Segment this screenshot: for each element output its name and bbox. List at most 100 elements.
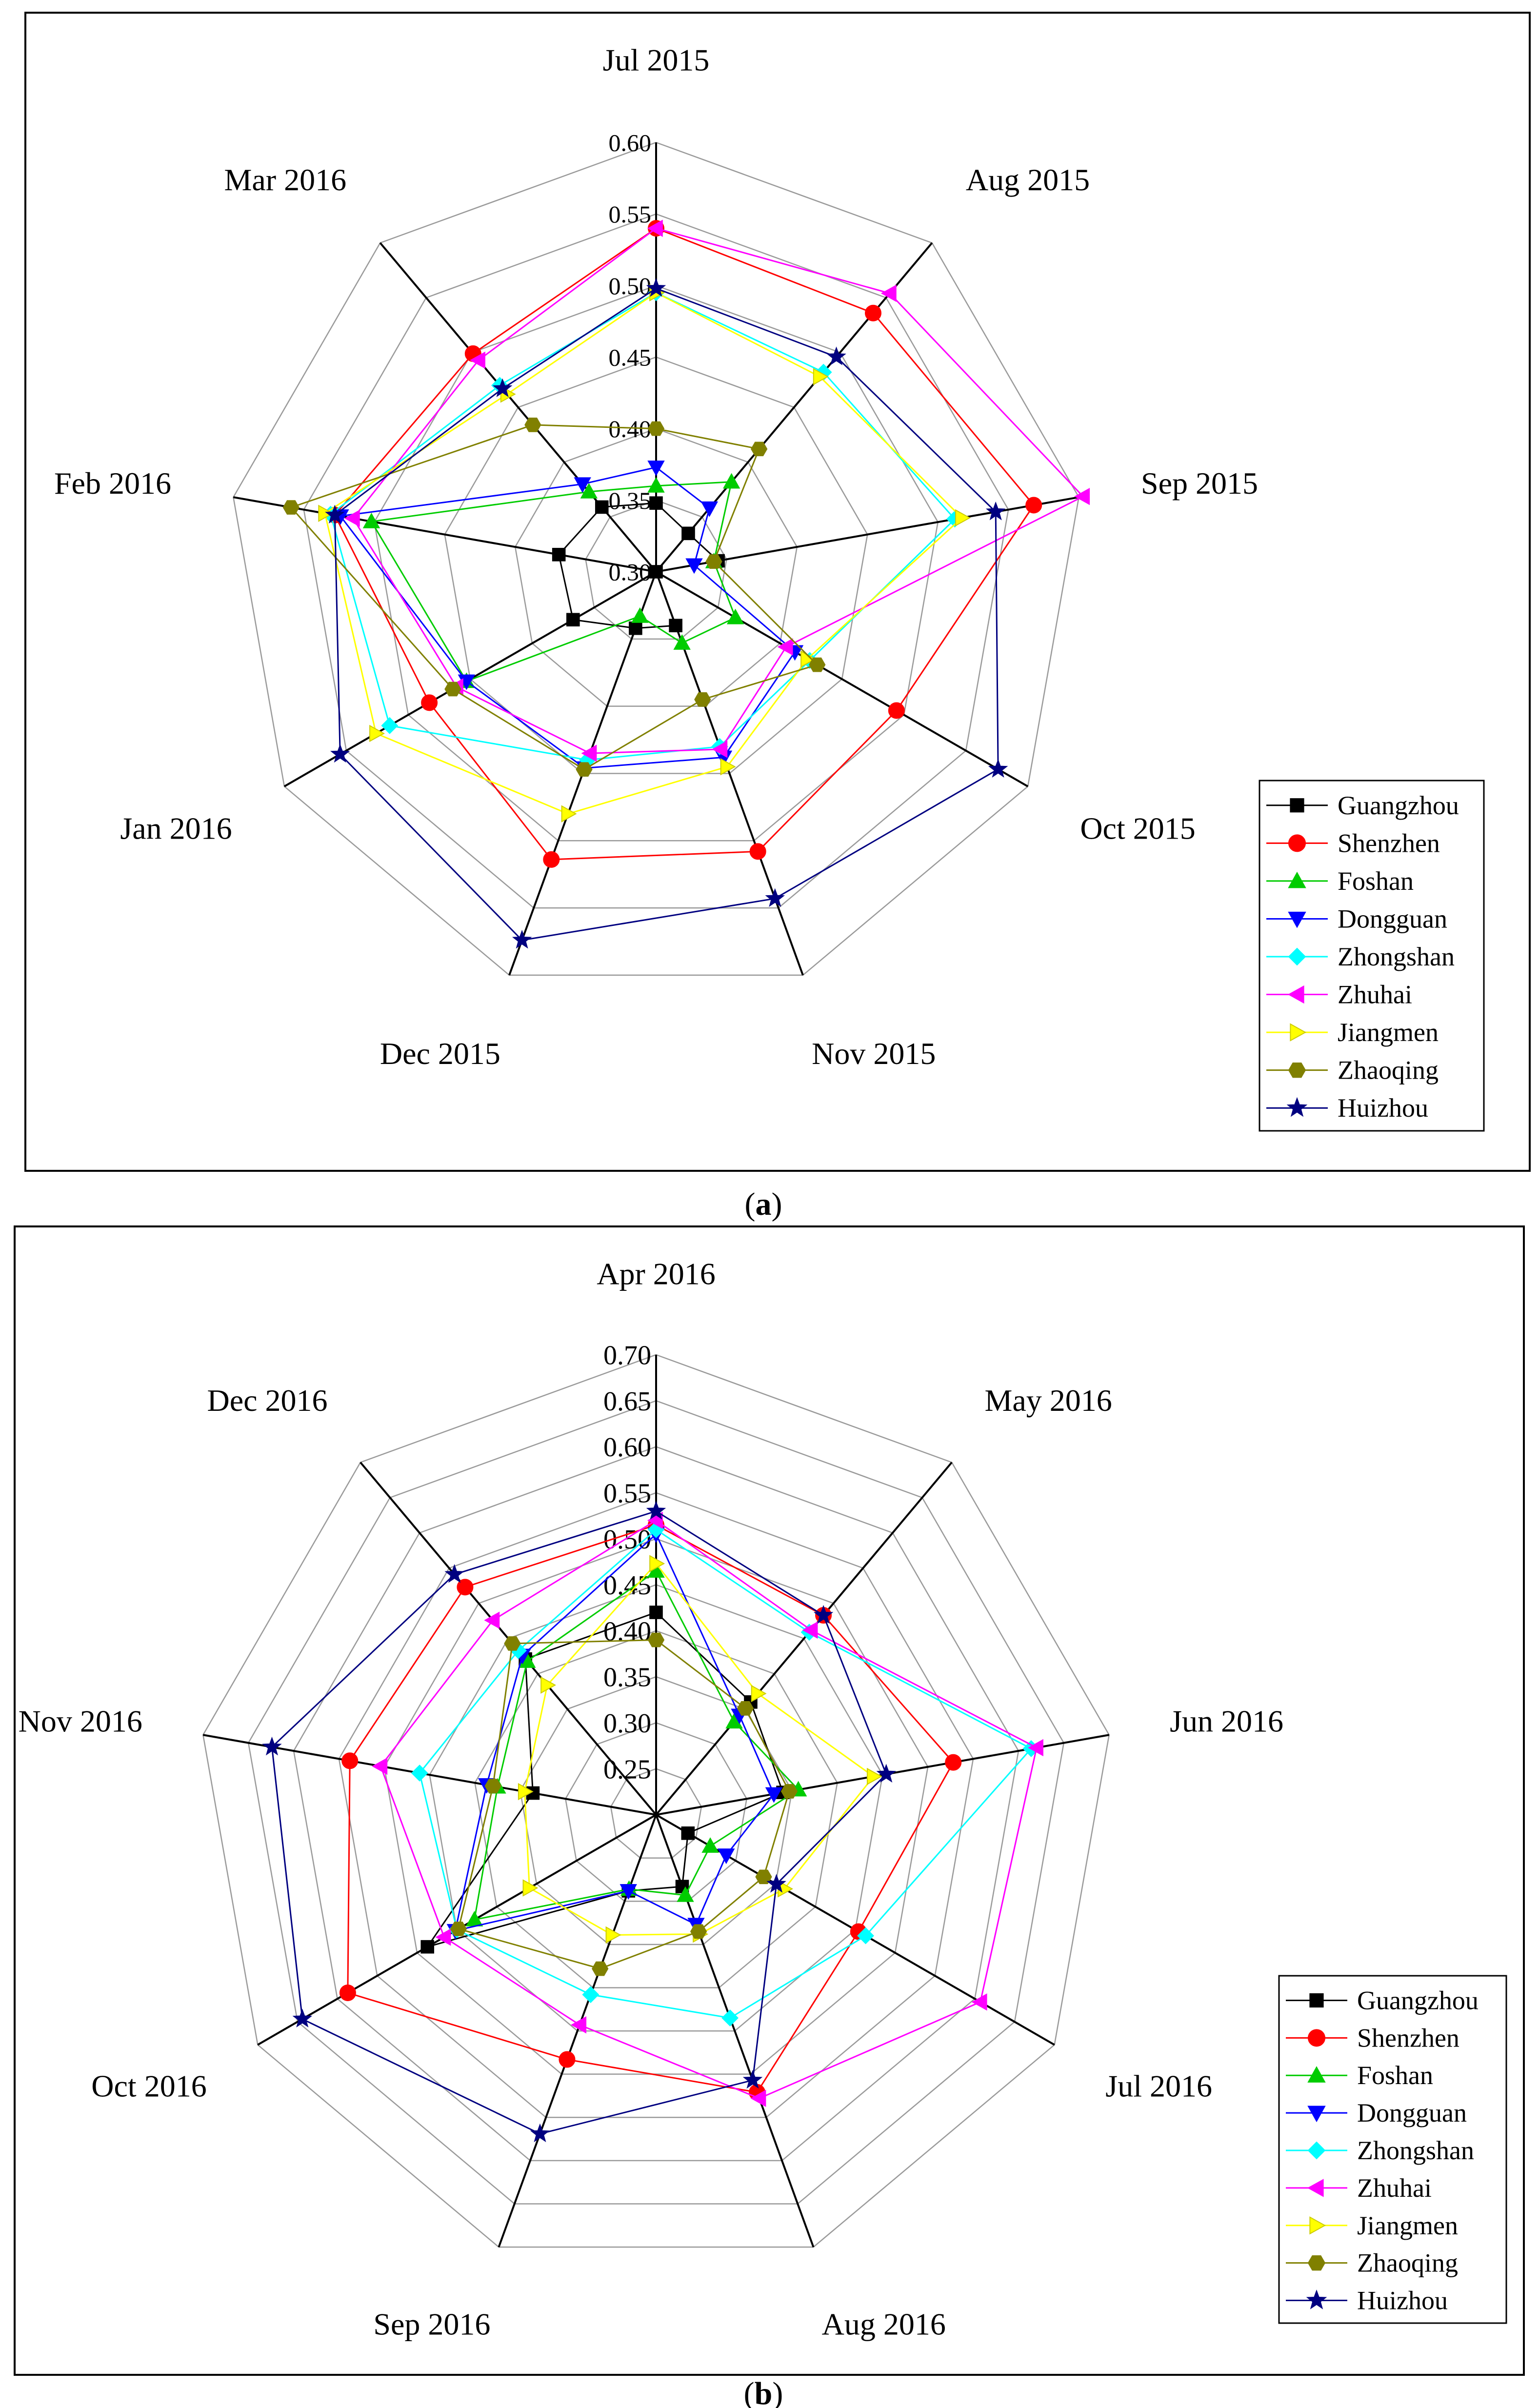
tick-label: 0.55 — [609, 201, 652, 228]
data-point-huizhou — [646, 278, 666, 297]
legend-marker-jiangmen — [1290, 1023, 1307, 1042]
data-point-zhaoqing — [504, 1636, 521, 1651]
legend-marker-huizhou — [1306, 2289, 1327, 2309]
data-point-shenzhen — [339, 1984, 356, 2001]
data-point-foshan — [701, 1837, 719, 1853]
legend-label-foshan: Foshan — [1338, 866, 1414, 896]
data-point-zhaoqing — [809, 657, 826, 672]
series-line-huizhou — [334, 287, 999, 941]
data-point-zhongshan — [411, 1765, 428, 1782]
data-point-foshan — [726, 608, 744, 624]
category-label-nov-2015: Nov 2015 — [812, 1036, 936, 1071]
data-point-zhaoqing — [705, 554, 722, 569]
data-point-huizhou — [765, 888, 785, 907]
data-point-zhuhai — [470, 351, 485, 369]
data-point-zhaoqing — [524, 418, 541, 432]
data-point-huizhou — [813, 1605, 834, 1624]
series-line-foshan — [370, 481, 737, 682]
tick-label: 0.60 — [609, 129, 652, 157]
category-label-mar-2016: Mar 2016 — [224, 162, 346, 197]
category-label-aug-2016: Aug 2016 — [822, 2307, 946, 2341]
grid-ring — [303, 213, 1009, 909]
data-point-zhaoqing — [737, 1701, 754, 1716]
legend-label-zhuhai: Zhuhai — [1357, 2173, 1432, 2203]
legend-marker-guangzhou — [1290, 798, 1304, 813]
data-point-zhuhai — [647, 220, 663, 237]
tick-label: 0.35 — [609, 487, 652, 514]
data-point-zhuhai — [484, 1611, 500, 1629]
legend-marker-shenzhen — [1288, 834, 1306, 852]
data-point-zhaoqing — [780, 1784, 798, 1799]
category-label-aug-2015: Aug 2015 — [966, 162, 1090, 197]
data-point-huizhou — [985, 501, 1006, 521]
legend-label-dongguan: Dongguan — [1357, 2098, 1467, 2127]
data-point-dongguan — [620, 1884, 637, 1900]
tick-label: 0.65 — [603, 1386, 651, 1417]
data-point-zhuhai — [581, 744, 597, 762]
data-point-guangzhou — [595, 500, 609, 514]
legend-marker-huizhou — [1286, 1097, 1308, 1117]
data-point-zhuhai — [571, 2016, 587, 2034]
data-point-huizhou — [742, 2069, 763, 2089]
legend-label-zhuhai: Zhuhai — [1338, 980, 1412, 1009]
data-point-zhongshan — [582, 1986, 600, 2004]
grid-ring — [585, 500, 727, 640]
legend-label-zhaoqing: Zhaoqing — [1338, 1056, 1439, 1085]
data-point-zhaoqing — [647, 1632, 665, 1647]
data-point-shenzhen — [945, 1754, 962, 1771]
tick-label: 0.30 — [603, 1708, 651, 1739]
data-point-dongguan — [718, 1848, 735, 1865]
data-point-zhongshan — [721, 2009, 739, 2027]
data-point-jiangmen — [540, 1676, 556, 1694]
data-point-shenzhen — [888, 702, 905, 719]
series-line-zhuhai — [380, 1519, 1038, 2099]
category-label-oct-2015: Oct 2015 — [1080, 811, 1195, 845]
panel-label-a-letter: a — [756, 1186, 772, 1222]
category-label-apr-2016: Apr 2016 — [597, 1256, 716, 1291]
category-label-dec-2016: Dec 2016 — [207, 1383, 327, 1418]
data-point-guangzhou — [649, 496, 663, 510]
data-point-foshan — [362, 513, 380, 528]
panel-b-frame — [14, 1225, 1525, 2376]
series-line-shenzhen — [334, 227, 1035, 861]
legend-label-huizhou: Huizhou — [1357, 2286, 1448, 2315]
data-point-huizhou — [988, 759, 1008, 778]
legend-marker-shenzhen — [1308, 2029, 1325, 2047]
grid-ring — [247, 1400, 1065, 2205]
legend-marker-zhaoqing — [1307, 2255, 1326, 2271]
tick-label: 0.40 — [603, 1616, 651, 1646]
category-label-oct-2016: Oct 2016 — [91, 2068, 206, 2103]
grid-ring — [202, 1354, 1110, 2248]
data-point-foshan — [647, 477, 665, 493]
legend-b: Guangzhou Shenzhen Foshan Dongguan Zhongshan… — [1278, 1975, 1507, 2324]
category-label-jul-2015: Jul 2015 — [603, 42, 710, 77]
data-point-zhuhai — [1074, 487, 1090, 505]
tick-label: 0.25 — [603, 1754, 651, 1785]
data-point-huizhou — [876, 1764, 897, 1783]
category-label-jul-2016: Jul 2016 — [1105, 2068, 1212, 2103]
data-point-zhuhai — [802, 1621, 818, 1639]
data-point-dongguan — [685, 558, 703, 574]
data-point-shenzhen — [421, 694, 438, 711]
series-line-shenzhen — [347, 1524, 955, 2093]
data-point-huizhou — [512, 929, 532, 949]
data-point-foshan — [722, 473, 740, 489]
series-huizhou — [262, 1501, 897, 2143]
legend-label-zhongshan: Zhongshan — [1338, 942, 1455, 971]
panel-label-b: (b) — [744, 2376, 783, 2408]
data-point-shenzhen — [543, 851, 560, 868]
series-line-zhaoqing — [290, 424, 819, 770]
legend-label-huizhou: Huizhou — [1338, 1093, 1428, 1123]
data-point-huizhou — [444, 1564, 464, 1583]
data-point-zhongshan — [381, 717, 399, 734]
data-point-jiangmen — [561, 805, 577, 823]
data-point-jiangmen — [605, 1926, 621, 1944]
series-line-zhongshan — [419, 1528, 1033, 2019]
data-point-zhaoqing — [282, 500, 300, 515]
data-point-huizhou — [325, 504, 345, 524]
radar-chart-b: 0.250.300.350.400.450.500.550.600.650.70… — [19, 1256, 1283, 2341]
data-point-zhaoqing — [690, 1924, 707, 1939]
data-point-guangzhou — [420, 1940, 435, 1954]
